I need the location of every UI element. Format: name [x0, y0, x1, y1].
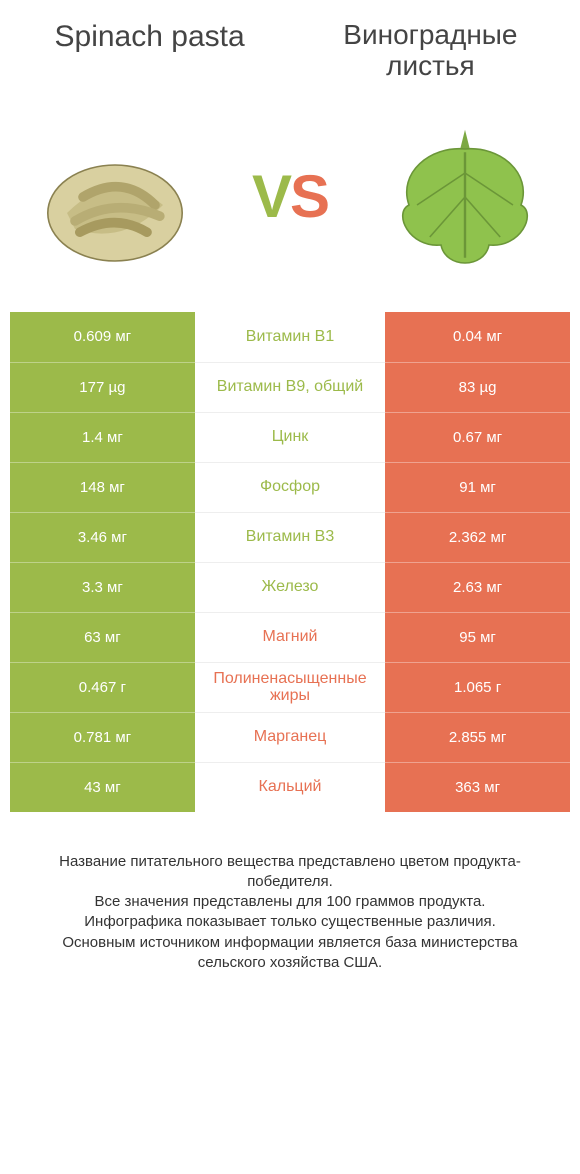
table-row: 3.46 мгВитамин B32.362 мг: [10, 512, 570, 562]
title-left: Spinach pasta: [20, 20, 279, 82]
table-row: 0.781 мгМарганец2.855 мг: [10, 712, 570, 762]
table-row: 63 мгМагний95 мг: [10, 612, 570, 662]
footer-line-1: Название питательного вещества представл…: [30, 852, 550, 893]
nutrient-label: Фосфор: [195, 462, 385, 512]
footer-line-3: Инфографика показывает только существенн…: [30, 912, 550, 932]
table-row: 0.467 гПолиненасыщенные жиры1.065 г: [10, 662, 570, 712]
value-left: 177 µg: [10, 362, 195, 412]
value-right: 95 мг: [385, 612, 570, 662]
value-left: 148 мг: [10, 462, 195, 512]
infographic-container: Spinach pasta Виноградные листья VS: [0, 0, 580, 1174]
value-right: 2.855 мг: [385, 712, 570, 762]
nutrient-label: Цинк: [195, 412, 385, 462]
nutrient-label: Марганец: [195, 712, 385, 762]
table-row: 177 µgВитамин B9, общий83 µg: [10, 362, 570, 412]
vs-s: S: [290, 163, 328, 230]
vs-label: VS: [252, 162, 328, 231]
value-left: 3.46 мг: [10, 512, 195, 562]
comparison-table: 0.609 мгВитамин B10.04 мг177 µgВитамин B…: [10, 312, 570, 812]
footer-notes: Название питательного вещества представл…: [10, 852, 570, 974]
table-row: 1.4 мгЦинк0.67 мг: [10, 412, 570, 462]
value-left: 0.781 мг: [10, 712, 195, 762]
value-left: 43 мг: [10, 762, 195, 812]
table-row: 0.609 мгВитамин B10.04 мг: [10, 312, 570, 362]
value-right: 91 мг: [385, 462, 570, 512]
footer-line-4: Основным источником информации является …: [30, 933, 550, 974]
value-right: 83 µg: [385, 362, 570, 412]
value-left: 0.467 г: [10, 662, 195, 712]
header: Spinach pasta Виноградные листья: [10, 20, 570, 82]
nutrient-label: Полиненасыщенные жиры: [195, 662, 385, 712]
nutrient-label: Железо: [195, 562, 385, 612]
value-left: 1.4 мг: [10, 412, 195, 462]
vs-v: V: [252, 163, 290, 230]
value-right: 0.67 мг: [385, 412, 570, 462]
value-right: 1.065 г: [385, 662, 570, 712]
pasta-icon: [30, 112, 200, 282]
vs-row: VS: [10, 82, 570, 312]
value-right: 2.362 мг: [385, 512, 570, 562]
value-right: 363 мг: [385, 762, 570, 812]
nutrient-label: Витамин B9, общий: [195, 362, 385, 412]
nutrient-label: Магний: [195, 612, 385, 662]
value-right: 0.04 мг: [385, 312, 570, 362]
value-right: 2.63 мг: [385, 562, 570, 612]
table-row: 3.3 мгЖелезо2.63 мг: [10, 562, 570, 612]
footer-line-2: Все значения представлены для 100 граммо…: [30, 892, 550, 912]
nutrient-label: Кальций: [195, 762, 385, 812]
value-left: 63 мг: [10, 612, 195, 662]
value-left: 3.3 мг: [10, 562, 195, 612]
table-row: 148 мгФосфор91 мг: [10, 462, 570, 512]
table-row: 43 мгКальций363 мг: [10, 762, 570, 812]
grape-leaf-icon: [380, 112, 550, 282]
title-right: Виноградные листья: [301, 20, 560, 82]
nutrient-label: Витамин B1: [195, 312, 385, 362]
nutrient-label: Витамин B3: [195, 512, 385, 562]
value-left: 0.609 мг: [10, 312, 195, 362]
